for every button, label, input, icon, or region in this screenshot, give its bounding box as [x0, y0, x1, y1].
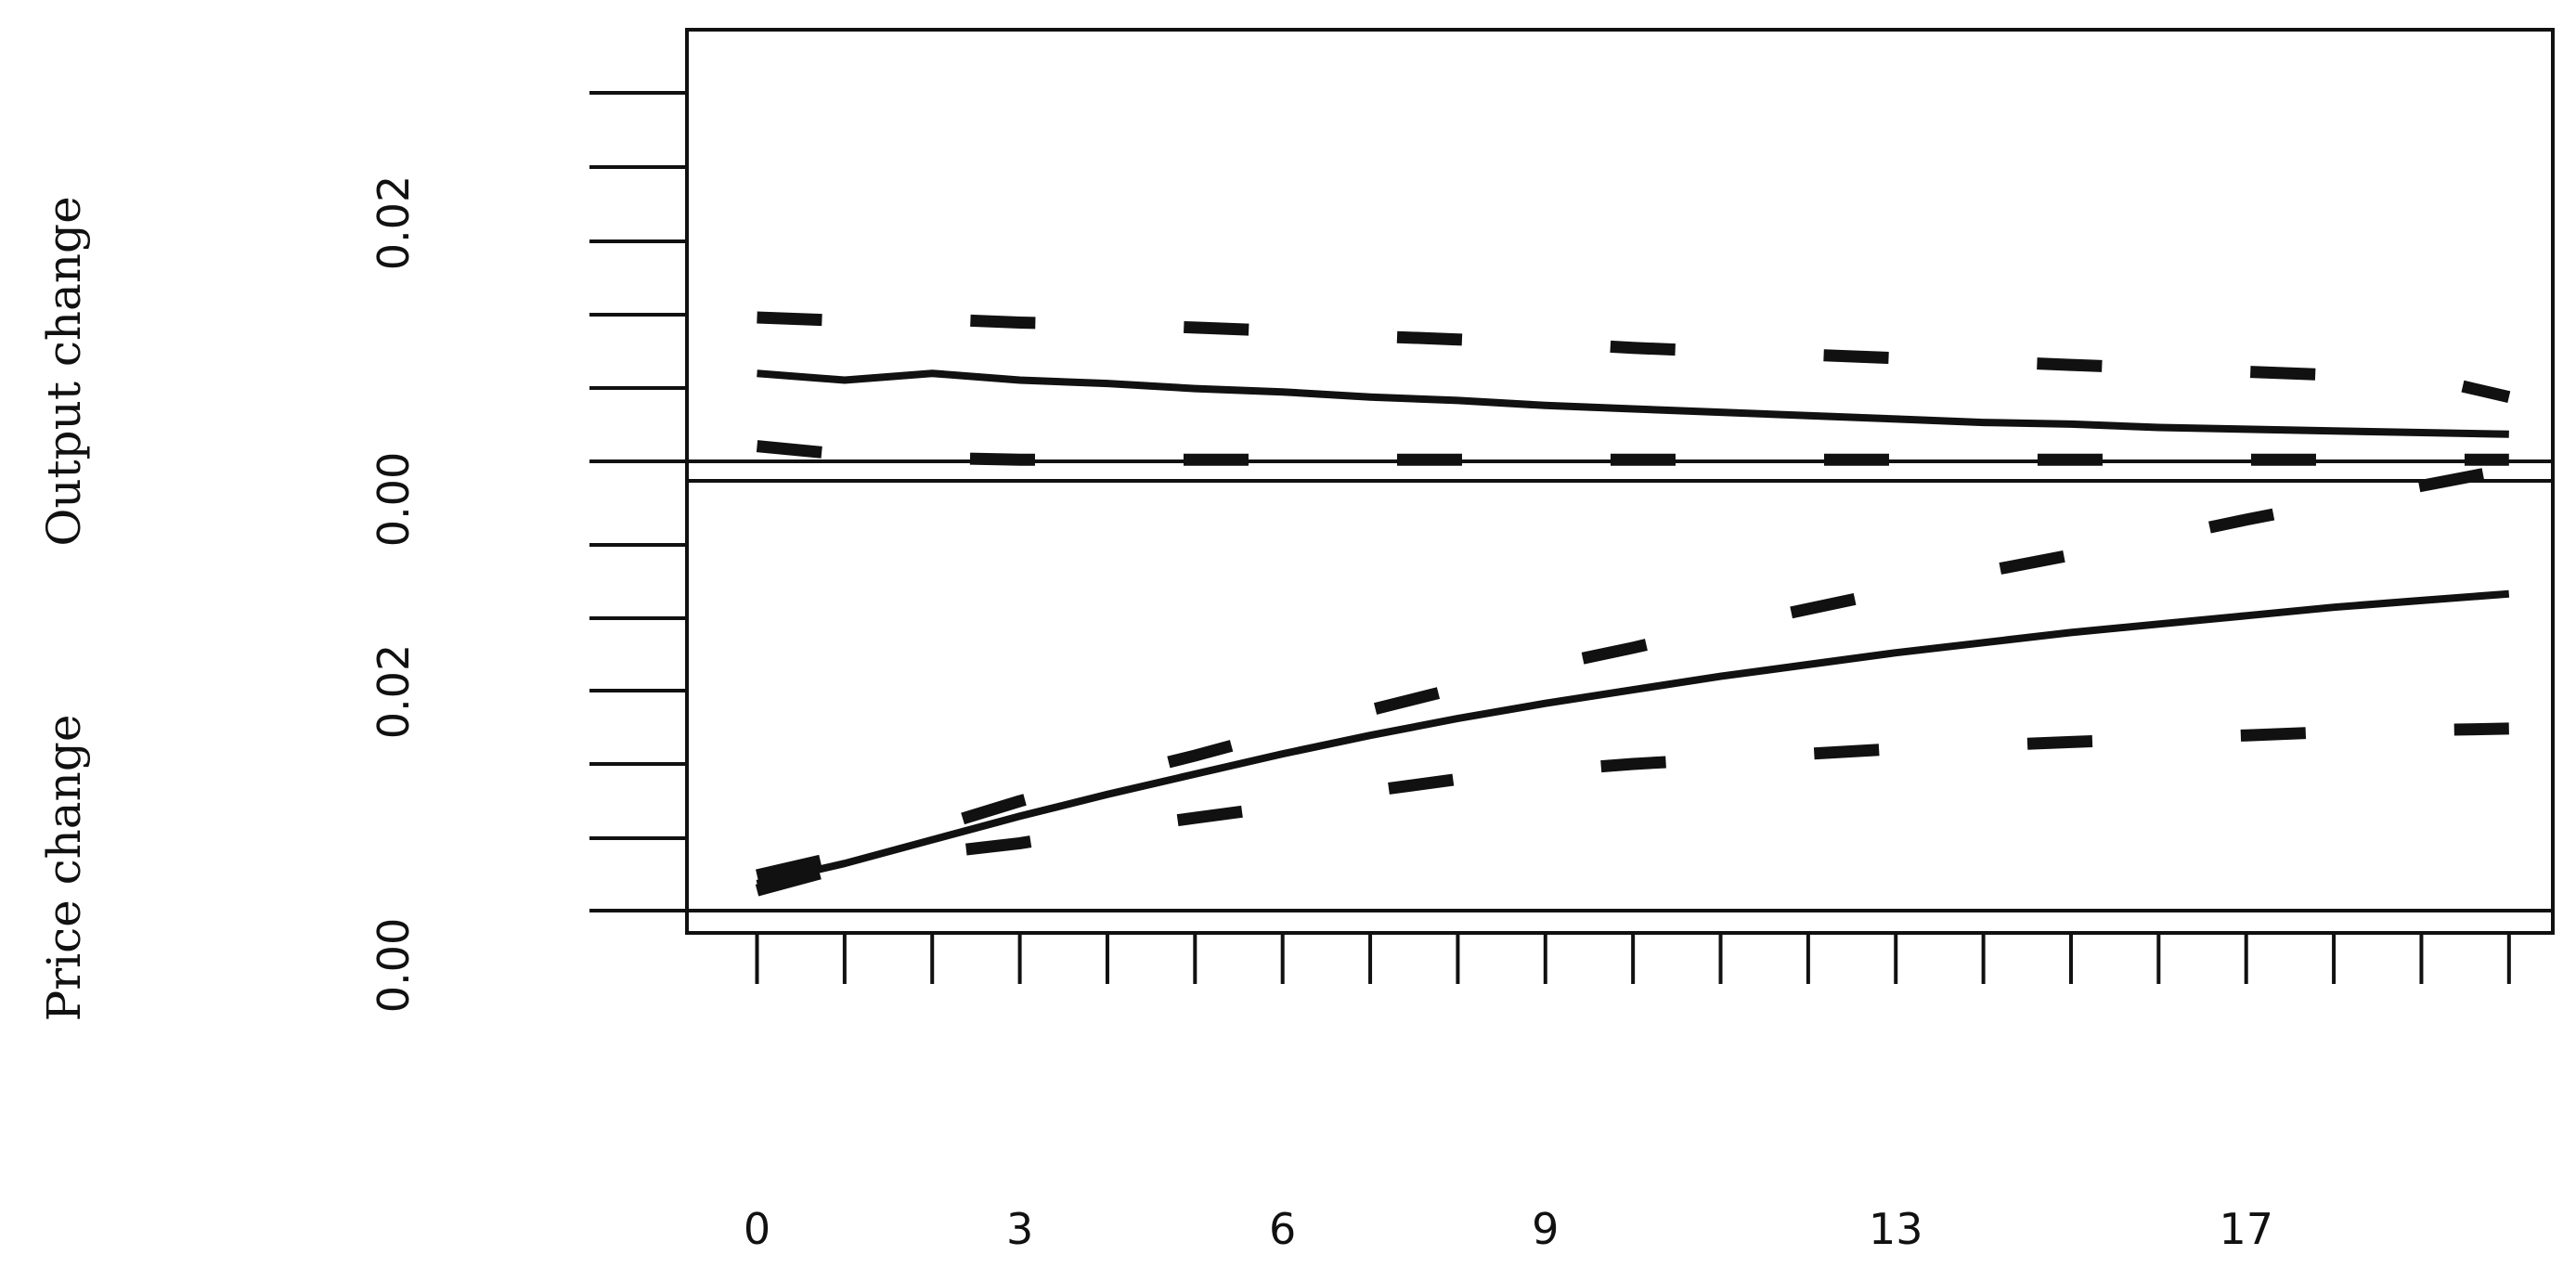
price-series-band-line-1 — [756, 462, 2511, 882]
x-tick-label: 9 — [1532, 1204, 1559, 1254]
x-tick-label: 0 — [744, 1204, 770, 1254]
x-tick-label: 13 — [1869, 1204, 1923, 1254]
bottom-y-tick-label: 0.00 — [369, 918, 419, 1013]
output-series-band-line-1 — [757, 311, 2511, 404]
price-series-estimate-line — [756, 589, 2510, 887]
bottom-y-axis-label: Price change — [37, 715, 91, 1022]
bottom-panel-frame — [685, 479, 2555, 935]
output-series-band-line-2 — [756, 440, 2509, 466]
top-y-axis-label: Output change — [37, 196, 91, 546]
output-series-estimate-line — [757, 369, 2509, 438]
x-tick-label: 6 — [1269, 1204, 1296, 1254]
top-y-tick-label: 0.02 — [369, 175, 419, 270]
price-series-band-line-2 — [755, 722, 2509, 897]
x-tick-label: 3 — [1006, 1204, 1033, 1254]
series-layer — [755, 311, 2511, 897]
bottom-y-axis — [589, 543, 2553, 912]
top-y-tick-label: 0.00 — [369, 452, 419, 547]
top-y-axis — [589, 91, 2553, 463]
x-axis — [755, 933, 2511, 984]
x-tick-label: 17 — [2219, 1204, 2273, 1254]
bottom-y-tick-label: 0.02 — [369, 644, 419, 739]
x-tick-labels: 0 3 6 9 13 17 — [744, 1204, 2273, 1254]
